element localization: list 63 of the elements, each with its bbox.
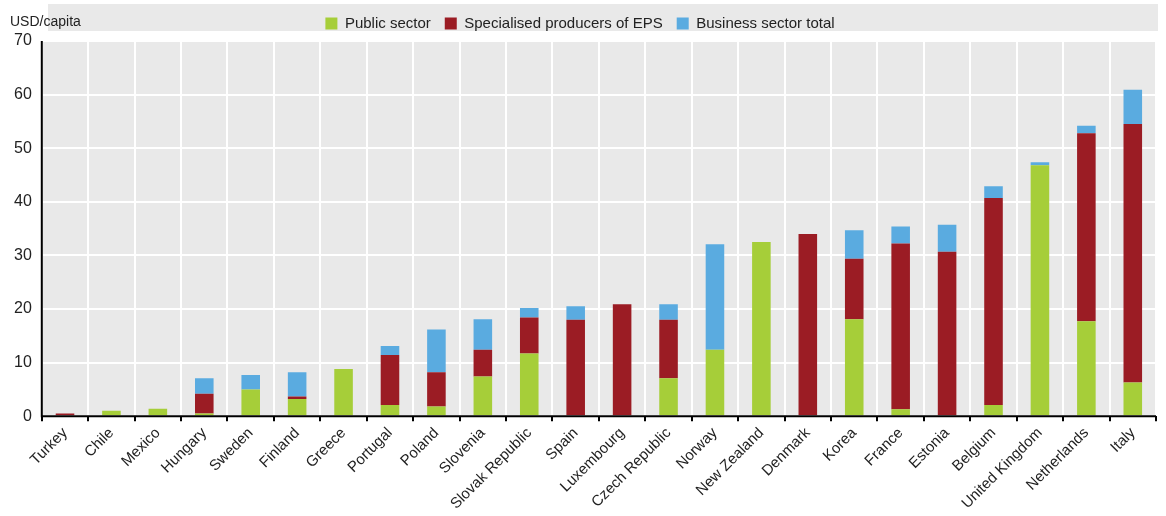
bar xyxy=(473,319,493,350)
bar xyxy=(984,198,1003,405)
bar xyxy=(705,349,725,416)
bar xyxy=(1030,165,1050,416)
bar xyxy=(473,376,493,416)
bar xyxy=(519,307,539,318)
bar xyxy=(659,304,678,320)
bar xyxy=(984,186,1003,199)
y-tick-label: 50 xyxy=(14,138,32,156)
bar xyxy=(427,406,446,416)
bar xyxy=(659,378,678,416)
bar xyxy=(1077,321,1096,416)
bar xyxy=(844,230,864,259)
bar xyxy=(519,317,539,354)
bar xyxy=(566,306,585,320)
y-tick-label: 70 xyxy=(14,31,32,49)
bar xyxy=(612,304,632,416)
bar xyxy=(1123,124,1143,383)
bar xyxy=(380,355,400,405)
bar xyxy=(1077,133,1096,322)
bar xyxy=(427,372,446,407)
bar xyxy=(752,242,771,416)
legend-label: Public sector xyxy=(344,13,431,31)
y-tick-label: 20 xyxy=(14,299,32,317)
y-tick-label: 0 xyxy=(22,406,32,424)
bar xyxy=(891,226,910,244)
bar xyxy=(798,233,818,416)
bar xyxy=(891,409,910,416)
bar xyxy=(287,396,307,400)
bar xyxy=(102,410,121,416)
y-axis-title: USD/capita xyxy=(10,12,82,29)
bar xyxy=(844,319,864,416)
bar xyxy=(1030,162,1050,166)
bar xyxy=(1123,382,1143,416)
bar xyxy=(334,369,353,416)
bar xyxy=(984,404,1003,416)
bar xyxy=(380,346,400,356)
bar xyxy=(705,244,725,350)
bar xyxy=(519,353,539,416)
y-tick-label: 30 xyxy=(14,245,32,263)
legend-label: Specialised producers of EPS xyxy=(464,13,663,31)
bar xyxy=(473,349,493,377)
bar xyxy=(1077,125,1096,134)
bar xyxy=(241,389,260,416)
x-tick-label: Italy xyxy=(1106,423,1139,456)
bar xyxy=(427,329,446,373)
bar xyxy=(566,319,585,416)
y-tick-label: 10 xyxy=(14,353,32,371)
bar xyxy=(241,374,260,390)
bar xyxy=(195,393,214,414)
bar xyxy=(380,404,400,416)
bar xyxy=(287,372,307,397)
bar xyxy=(937,251,957,416)
bar xyxy=(195,378,214,394)
bar xyxy=(659,319,678,379)
legend-label: Business sector total xyxy=(696,13,835,31)
y-tick-label: 60 xyxy=(14,85,32,103)
bar xyxy=(891,243,910,410)
bar xyxy=(287,399,307,416)
bar xyxy=(1123,89,1143,125)
bar xyxy=(844,258,864,320)
bar xyxy=(937,224,957,252)
y-tick-label: 40 xyxy=(14,192,32,210)
